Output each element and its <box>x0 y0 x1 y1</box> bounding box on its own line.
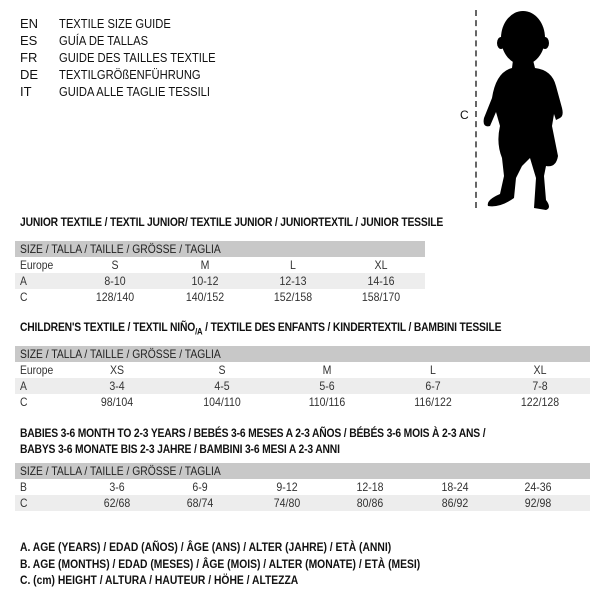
table-cell: M <box>200 258 210 272</box>
table-cell: 62/68 <box>103 496 131 510</box>
height-dashed-line <box>475 10 477 208</box>
junior-size-table: SIZE / TALLA / TAILLE / GRÖSSE / TAGLIA … <box>15 241 425 305</box>
table-cell: XL <box>374 258 388 272</box>
language-title: TEXTILGRÖßENFÜHRUNG <box>59 67 201 82</box>
table-cell: 18-24 <box>441 480 469 494</box>
row-label: B <box>20 480 27 494</box>
table-cell: 74/80 <box>273 496 301 510</box>
table-row: C 62/68 68/74 74/80 80/86 86/92 92/98 <box>15 495 590 511</box>
table-cell: 14-16 <box>367 274 395 288</box>
table-cell: 12-18 <box>356 480 384 494</box>
table-cell: 7-8 <box>532 379 548 393</box>
table-cell: 4-5 <box>214 379 230 393</box>
table-cell: 140/152 <box>185 290 225 304</box>
title-subscript: /A <box>195 326 203 337</box>
title-line: BABIES 3-6 MONTH TO 2-3 YEARS / BEBÉS 3-… <box>20 426 486 440</box>
row-label: C <box>20 290 28 304</box>
table-header: SIZE / TALLA / TAILLE / GRÖSSE / TAGLIA <box>15 463 590 479</box>
table-cell: 152/158 <box>273 290 313 304</box>
table-header-text: SIZE / TALLA / TAILLE / GRÖSSE / TAGLIA <box>20 464 221 478</box>
legend: A. AGE (YEARS) / EDAD (AÑOS) / ÂGE (ANS)… <box>20 539 485 589</box>
language-title: TEXTILE SIZE GUIDE <box>59 16 171 31</box>
table-row: A 8-10 10-12 12-13 14-16 <box>15 273 425 289</box>
row-label: Europe <box>20 258 54 272</box>
table-row: C 128/140 140/152 152/158 158/170 <box>15 289 425 305</box>
table-cell: 68/74 <box>186 496 214 510</box>
row-label: Europe <box>20 363 54 377</box>
row-label: C <box>20 496 28 510</box>
table-row: Europe XS S M L XL <box>15 362 590 378</box>
table-cell: 3-6 <box>109 480 125 494</box>
language-title: GUÍA DE TALLAS <box>59 33 149 48</box>
language-row-it: IT GUIDA ALLE TAGLIE TESSILI <box>20 84 210 101</box>
title-line: BABYS 3-6 MONATE BIS 2-3 JAHRE / BAMBINI… <box>20 442 340 456</box>
language-list: EN TEXTILE SIZE GUIDE ES GUÍA DE TALLAS FR… <box>20 16 216 101</box>
table-header: SIZE / TALLA / TAILLE / GRÖSSE / TAGLIA <box>15 346 590 362</box>
table-cell: 6-9 <box>192 480 208 494</box>
language-row-en: EN TEXTILE SIZE GUIDE <box>20 16 171 33</box>
language-row-es: ES GUÍA DE TALLAS <box>20 33 148 50</box>
babies-size-table: SIZE / TALLA / TAILLE / GRÖSSE / TAGLIA … <box>15 463 590 511</box>
table-cell: S <box>111 258 119 272</box>
table-cell: 6-7 <box>425 379 441 393</box>
table-cell: 110/116 <box>308 395 346 409</box>
children-table-title: CHILDREN'S TEXTILE / TEXTIL NIÑO/A / TEX… <box>20 320 580 336</box>
language-code: DE <box>20 67 39 82</box>
language-row-de: DE TEXTILGRÖßENFÜHRUNG <box>20 67 201 84</box>
table-cell: 116/122 <box>414 395 452 409</box>
table-cell: 80/86 <box>356 496 384 510</box>
table-cell: 8-10 <box>104 274 126 288</box>
table-header: SIZE / TALLA / TAILLE / GRÖSSE / TAGLIA <box>15 241 425 257</box>
children-table-title-text: CHILDREN'S TEXTILE / TEXTIL NIÑO/A / TEX… <box>20 320 501 336</box>
legend-item-a: A. AGE (YEARS) / EDAD (AÑOS) / ÂGE (ANS)… <box>20 540 392 554</box>
table-cell: M <box>322 363 332 377</box>
table-cell: L <box>290 258 296 272</box>
language-code: IT <box>20 84 32 99</box>
language-code: ES <box>20 33 38 48</box>
table-row: Europe S M L XL <box>15 257 425 273</box>
title-part: / TEXTILE DES ENFANTS / KINDERTEXTIL / B… <box>202 320 502 334</box>
table-row: C 98/104 104/110 110/116 116/122 122/128 <box>15 394 590 410</box>
table-cell: 10-12 <box>191 274 219 288</box>
legend-item-c: C. (cm) HEIGHT / ALTURA / HAUTEUR / HÖHE… <box>20 573 299 587</box>
table-header-text: SIZE / TALLA / TAILLE / GRÖSSE / TAGLIA <box>20 347 221 361</box>
junior-table-title: JUNIOR TEXTILE / TEXTIL JUNIOR/ TEXTILE … <box>20 215 512 229</box>
children-size-table: SIZE / TALLA / TAILLE / GRÖSSE / TAGLIA … <box>15 346 590 410</box>
child-silhouette-icon <box>483 11 563 210</box>
babies-table-title: BABIES 3-6 MONTH TO 2-3 YEARS / BEBÉS 3-… <box>20 425 561 457</box>
table-cell: L <box>430 363 436 377</box>
language-title: GUIDE DES TAILLES TEXTILE <box>59 50 216 65</box>
title-part: CHILDREN'S TEXTILE / TEXTIL NIÑO <box>20 320 196 334</box>
legend-item-b: B. AGE (MONTHS) / EDAD (MESES) / ÂGE (MO… <box>20 556 421 571</box>
junior-table-title-text: JUNIOR TEXTILE / TEXTIL JUNIOR/ TEXTILE … <box>20 215 444 229</box>
language-code: FR <box>20 50 38 65</box>
table-cell: 158/170 <box>361 290 401 304</box>
height-label: C <box>460 108 469 122</box>
table-header-text: SIZE / TALLA / TAILLE / GRÖSSE / TAGLIA <box>20 242 221 256</box>
table-cell: 86/92 <box>441 496 469 510</box>
language-title: GUIDA ALLE TAGLIE TESSILI <box>59 84 211 99</box>
table-cell: 98/104 <box>100 395 134 409</box>
table-cell: XL <box>533 363 547 377</box>
table-cell: XS <box>109 363 125 377</box>
table-cell: 128/140 <box>95 290 135 304</box>
table-row: B 3-6 6-9 9-12 12-18 18-24 24-36 <box>15 479 590 495</box>
row-label: A <box>20 274 27 288</box>
row-label: A <box>20 379 27 393</box>
table-cell: S <box>218 363 226 377</box>
table-cell: 9-12 <box>276 480 298 494</box>
table-row: A 3-4 4-5 5-6 6-7 7-8 <box>15 378 590 394</box>
table-cell: 92/98 <box>524 496 552 510</box>
table-cell: 12-13 <box>279 274 307 288</box>
language-code: EN <box>20 16 39 31</box>
row-label: C <box>20 395 28 409</box>
table-cell: 5-6 <box>319 379 335 393</box>
language-row-fr: FR GUIDE DES TAILLES TEXTILE <box>20 50 216 67</box>
table-cell: 122/128 <box>520 395 560 409</box>
table-cell: 104/110 <box>203 395 241 409</box>
table-cell: 24-36 <box>524 480 552 494</box>
table-cell: 3-4 <box>109 379 125 393</box>
